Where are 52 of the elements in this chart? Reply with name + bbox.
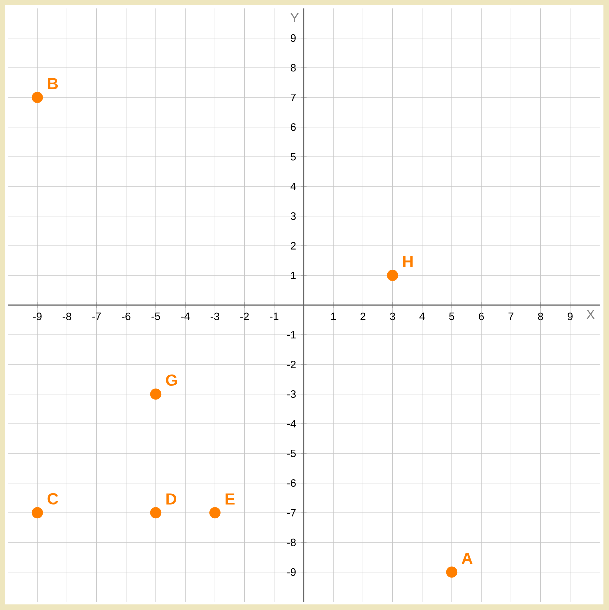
- x-tick-label: -9: [33, 312, 42, 320]
- x-tick-label: 5: [449, 312, 455, 320]
- y-tick-label: -3: [287, 390, 296, 398]
- y-tick-label: 4: [290, 182, 296, 190]
- y-tick-label: 5: [290, 153, 296, 161]
- annotation: E: [226, 494, 235, 505]
- y-tick-label: -1: [287, 331, 296, 339]
- y-tick-label: -7: [287, 509, 296, 517]
- x-tick-label: 1: [331, 312, 336, 320]
- y-tick-label: 3: [290, 212, 296, 220]
- x-tick-label: -6: [122, 312, 131, 320]
- annotation: G: [166, 374, 178, 386]
- point: [32, 507, 44, 519]
- y-tick-label: 8: [290, 64, 296, 72]
- annotation: A: [462, 553, 473, 564]
- point: [150, 388, 162, 400]
- x-tick-label: 9: [568, 312, 573, 320]
- y-tick-label: -8: [287, 538, 296, 546]
- x-tick-label: -5: [152, 312, 160, 320]
- x-tick-label: 2: [360, 312, 366, 320]
- x-tick-label: -3: [210, 312, 220, 320]
- x-tick-label: -2: [240, 312, 249, 320]
- annotation: C: [48, 493, 58, 505]
- point: [210, 507, 221, 519]
- y-tick-label: -9: [287, 568, 296, 576]
- y-tick-label: 6: [291, 124, 296, 132]
- x-axis-title: X: [586, 310, 596, 320]
- x-tick-label: 3: [390, 312, 396, 320]
- point: [150, 507, 162, 519]
- y-axis-title: Y: [290, 13, 300, 23]
- y-tick-label: 1: [291, 272, 296, 280]
- y-tick-label: 7: [291, 94, 296, 102]
- x-tick-label: -1: [270, 312, 279, 320]
- x-tick-label: 7: [508, 312, 514, 320]
- y-tick-label: 9: [291, 34, 296, 42]
- x-tick-label: -8: [62, 312, 72, 320]
- x-tick-label: 4: [420, 312, 426, 320]
- x-tick-label: -4: [181, 312, 190, 320]
- point: [32, 92, 44, 104]
- y-tick-label: -4: [287, 420, 296, 428]
- x-tick-label: -7: [92, 312, 102, 320]
- y-tick-label: -6: [287, 480, 296, 488]
- annotation: D: [166, 494, 176, 505]
- annotation: H: [403, 256, 413, 268]
- point: [387, 270, 398, 282]
- y-tick-label: 2: [291, 242, 296, 250]
- annotation: B: [48, 78, 58, 90]
- y-tick-label: -2: [287, 360, 296, 368]
- y-tick-label: -5: [287, 450, 296, 458]
- x-tick-label: 8: [538, 312, 544, 320]
- point: [446, 566, 458, 578]
- x-tick-label: 6: [479, 312, 484, 320]
